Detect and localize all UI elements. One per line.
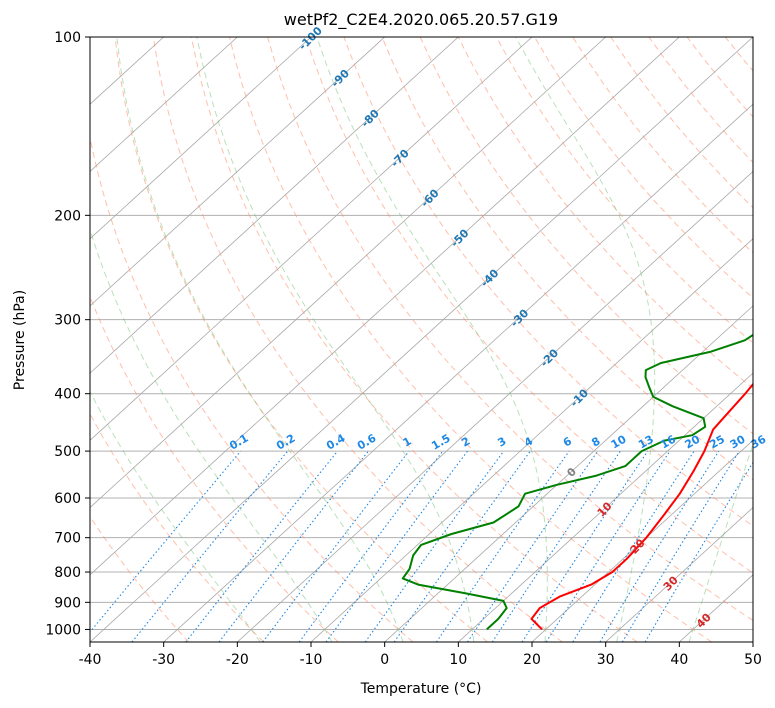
x-tick-label: 20 (523, 652, 541, 668)
isotherm-line (90, 37, 459, 374)
mixing-ratio-line (90, 450, 242, 633)
x-tick-label: -30 (152, 652, 175, 668)
dry-adiabat-line (90, 412, 264, 642)
mixing-ratio-line (545, 450, 671, 642)
plot-frame (89, 36, 754, 643)
mixing-ratio-line (325, 450, 468, 642)
dry-adiabat-line (495, 37, 753, 344)
moist-adiabat-line (116, 37, 404, 642)
isotherm-line (90, 37, 312, 240)
isotherm-line (90, 37, 606, 509)
dry-adiabat-line (534, 37, 753, 299)
x-tick-label: 0 (380, 652, 389, 668)
x-tick-label: -20 (226, 652, 249, 668)
mixing-ratio-line (131, 450, 289, 642)
dry-adiabat-lines (90, 37, 753, 642)
moist-adiabat-line (90, 390, 261, 642)
dry-adiabat-line (267, 37, 753, 622)
y-tick-label: 1000 (45, 622, 81, 638)
mixing-ratio-line (393, 450, 531, 642)
y-tick-label: 800 (54, 565, 81, 581)
y-tick-label: 700 (54, 531, 81, 547)
dry-adiabat-line (229, 37, 712, 642)
x-tick-label: -40 (79, 652, 102, 668)
mixing-ratio-line (298, 450, 444, 642)
x-axis-label: Temperature (°C) (360, 681, 482, 697)
mixing-ratio-line (467, 450, 599, 642)
y-tick-label: 600 (54, 491, 81, 507)
x-tick-label: 50 (744, 652, 762, 668)
isotherm-line (384, 305, 753, 642)
x-tick-label: 10 (449, 652, 467, 668)
y-tick-label: 100 (54, 30, 81, 46)
moist-adiabat-line (688, 442, 753, 642)
isotherm-line (90, 37, 385, 307)
isotherm-line (90, 37, 533, 441)
isotherm-line (237, 170, 753, 642)
dry-adiabat-line (419, 37, 753, 435)
isotherm-line (310, 238, 753, 642)
dry-adiabat-line (90, 135, 414, 642)
isotherm-line (90, 37, 238, 172)
mixing-ratio-line (435, 450, 570, 642)
dry-adiabat-line (152, 37, 563, 642)
x-tick-label: 30 (597, 652, 615, 668)
dry-adiabat-line (190, 37, 638, 642)
x-tick-label: -10 (300, 652, 323, 668)
y-tick-label: 300 (54, 313, 81, 329)
y-axis-label: Pressure (hPa) (12, 290, 28, 390)
dry-adiabat-line (343, 37, 753, 527)
y-tick-label: 200 (54, 208, 81, 224)
isotherm-line (163, 103, 753, 642)
y-tick-label: 900 (54, 595, 81, 611)
dry-adiabat-line (114, 37, 488, 642)
y-tick-label: 400 (54, 387, 81, 403)
mixing-ratio-line (185, 450, 339, 642)
dewpoint-profile-line (401, 333, 753, 631)
isotherm-line (605, 507, 753, 642)
plot-area (90, 37, 753, 642)
x-tick-label: 40 (670, 652, 688, 668)
mixing-ratio-line (262, 450, 410, 642)
profile-series (401, 333, 753, 631)
dry-adiabat-line (305, 37, 753, 574)
pressure-gridlines (90, 37, 753, 630)
temperature-profile-line (530, 382, 753, 631)
isotherm-line (90, 37, 680, 576)
mixing-ratio-line (621, 450, 740, 642)
mixing-ratio-line (364, 450, 505, 642)
mixing-ratio-line (521, 450, 649, 642)
chart-title: wetPf2_C2E4.2020.065.20.57.G19 (284, 10, 558, 30)
isotherm-line (458, 372, 753, 642)
mixing-ratio-line (491, 450, 621, 642)
moist-adiabat-line (316, 37, 548, 642)
dry-adiabat-line (457, 37, 753, 389)
axis-ticks: -40 -30 -20 -10 0 10 20 30 40 50 100 200 300 400 500 60… (45, 30, 762, 668)
moist-adiabat-line (196, 37, 475, 642)
dry-adiabat-line (381, 37, 753, 481)
isotherm-line (90, 37, 753, 642)
y-tick-label: 500 (54, 444, 81, 460)
dry-adiabat-line (90, 515, 190, 642)
